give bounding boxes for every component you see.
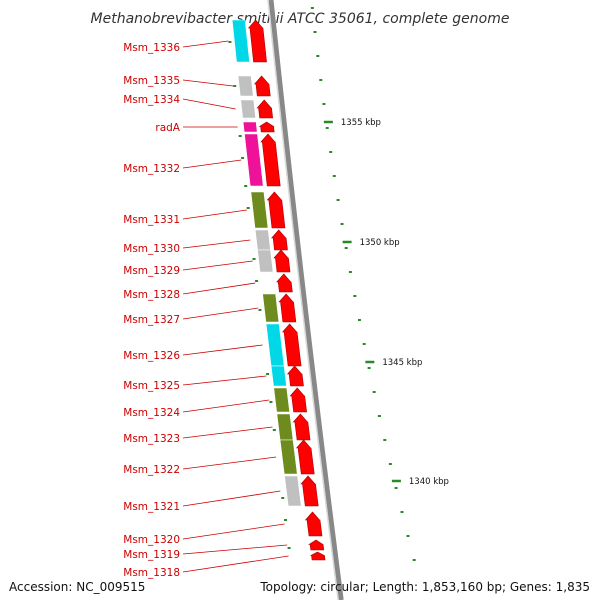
cog-block [273, 387, 290, 413]
gene-label: Msm_1334 [123, 94, 180, 106]
gene-arrow [266, 191, 286, 229]
gene-label: radA [155, 122, 180, 134]
cog-block [242, 121, 258, 133]
gene-label: Msm_1327 [123, 314, 180, 326]
topology-text: Topology: circular; Length: 1,853,160 bp… [260, 580, 590, 594]
gene-arrow [260, 133, 281, 187]
accession-text: Accession: NC_009515 [9, 580, 146, 594]
gene-label: Msm_1330 [123, 243, 180, 255]
gene-arrow [308, 539, 325, 551]
gene-arrow [258, 121, 275, 133]
label-leader [182, 490, 281, 507]
gene-arrow [276, 273, 293, 293]
label-leader [182, 260, 253, 271]
kbp-tick-label: 1355 kbp [341, 118, 381, 128]
cog-block [250, 191, 269, 229]
cog-block [237, 75, 254, 97]
backbone-ring [268, 0, 344, 600]
gene-label: Msm_1318 [123, 567, 180, 579]
gene-label: Msm_1326 [123, 350, 180, 362]
gene-arrow [273, 249, 291, 273]
gene-label: Msm_1331 [123, 214, 180, 226]
gene-label: Msm_1336 [123, 42, 180, 54]
gene-arrow [256, 99, 274, 119]
gene-label: Msm_1321 [123, 501, 180, 513]
gene-label: Msm_1322 [123, 464, 180, 476]
cog-block [279, 439, 298, 475]
cog-block [262, 293, 280, 323]
gene-arrow [304, 511, 323, 537]
gene-arrow [247, 19, 267, 63]
cog-block [276, 413, 294, 441]
gene-arrow [292, 413, 311, 441]
label-leader [182, 344, 263, 356]
cog-block [265, 323, 285, 367]
gene-arrow [289, 387, 307, 413]
label-leader [182, 544, 288, 555]
cog-block [284, 475, 302, 507]
cog-block [270, 365, 287, 387]
label-leader [182, 523, 285, 540]
label-leader [182, 79, 234, 87]
cog-block [254, 229, 271, 251]
gene-arrow [295, 439, 315, 475]
label-leader [182, 40, 229, 48]
cog-block [257, 249, 274, 273]
gene-label: Msm_1319 [123, 549, 180, 561]
label-leader [182, 159, 242, 169]
label-leader [182, 555, 289, 573]
gene-arrow [271, 229, 288, 251]
gene-arrow [300, 475, 319, 507]
kbp-tick-label: 1345 kbp [382, 358, 422, 368]
label-leader [182, 209, 247, 220]
label-leader [182, 399, 270, 413]
gene-label: Msm_1335 [123, 75, 180, 87]
gene-label: Msm_1323 [123, 433, 180, 445]
cog-block [231, 19, 250, 63]
gene-arrow [253, 75, 271, 97]
kbp-tick-label: 1340 kbp [409, 477, 449, 487]
label-leader [182, 282, 256, 295]
gene-label: Msm_1324 [123, 407, 180, 419]
backbone-highlight [267, 0, 339, 600]
map-title: Methanobrevibacter smithii ATCC 35061, c… [91, 11, 510, 27]
gene-label: Msm_1320 [123, 534, 180, 546]
cog-block [244, 133, 264, 187]
label-leader [182, 375, 267, 386]
gene-arrow [310, 551, 326, 561]
label-leader [182, 307, 259, 320]
gene-label: Msm_1325 [123, 380, 180, 392]
kbp-tick-label: 1350 kbp [360, 238, 400, 248]
label-leader [182, 426, 273, 439]
cog-block [240, 99, 257, 119]
gene-arrow [278, 293, 297, 323]
label-leader [182, 239, 251, 249]
gene-label: Msm_1332 [123, 163, 180, 175]
label-leader [182, 98, 236, 110]
gene-label: Msm_1329 [123, 265, 180, 277]
gene-label: Msm_1328 [123, 289, 180, 301]
gene-arrow [286, 365, 304, 387]
gene-arrow [281, 323, 302, 367]
label-leader [182, 456, 277, 470]
